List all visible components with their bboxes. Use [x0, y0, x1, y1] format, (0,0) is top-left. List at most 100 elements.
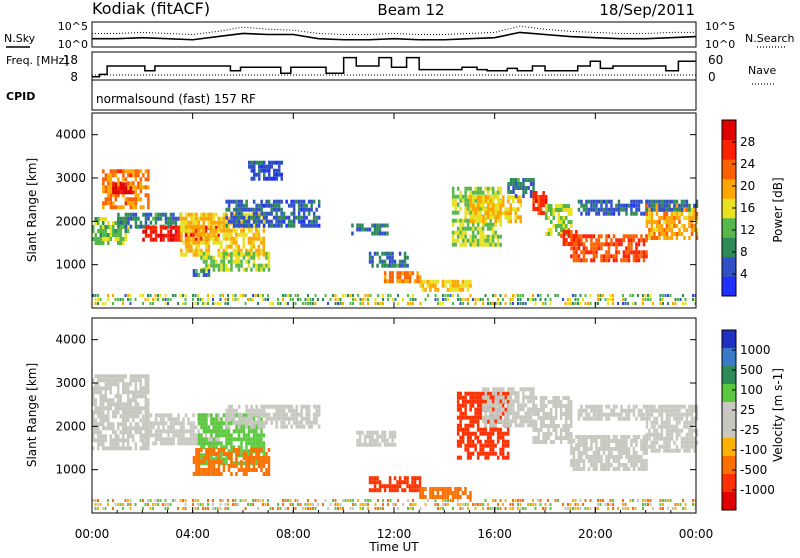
velocity-cell: [117, 442, 120, 446]
power-cell: [157, 217, 160, 221]
power-cell: [147, 213, 150, 217]
power-cell: [535, 191, 538, 195]
power-cell: [283, 216, 286, 220]
power-cell: [477, 207, 480, 211]
power-cell: [633, 200, 636, 204]
power-cell: [545, 199, 548, 203]
power-cell: [678, 208, 681, 212]
velocity-cell: [462, 428, 465, 432]
velocity-cell: [223, 413, 226, 417]
velocity-cell: [283, 425, 286, 429]
velocity-cell: [147, 374, 150, 378]
velocity-cell: [248, 433, 251, 437]
velocity-cell: [140, 446, 143, 450]
power-ground-cell: [157, 294, 159, 297]
power-ground-cell: [515, 294, 517, 297]
velocity-cell: [683, 441, 686, 445]
velocity-cell: [140, 434, 143, 438]
velocity-cell: [100, 390, 103, 394]
power-cell: [160, 238, 163, 242]
velocity-cell: [248, 421, 251, 425]
date-label: 18/Sep/2011: [599, 1, 695, 19]
velocity-cell: [225, 457, 228, 461]
velocity-ground-cell: [352, 507, 354, 510]
velocity-cell: [497, 456, 500, 460]
velocity-cell: [490, 423, 493, 427]
power-cell: [155, 234, 158, 238]
power-cell: [308, 208, 311, 212]
power-cell: [142, 185, 145, 189]
power-cell: [225, 252, 228, 256]
velocity-cell: [147, 386, 150, 390]
power-cell: [140, 225, 143, 229]
power-ground-cell: [202, 302, 204, 305]
velocity-cell: [240, 468, 243, 472]
power-cell: [255, 204, 258, 208]
velocity-ground-cell: [167, 507, 169, 510]
power-cell: [565, 204, 568, 208]
velocity-cell: [122, 386, 125, 390]
velocity-cell: [658, 445, 661, 449]
velocity-cell: [100, 406, 103, 410]
velocity-cell: [97, 410, 100, 414]
velocity-cell: [432, 487, 435, 491]
velocity-cell: [688, 433, 691, 437]
velocity-cell: [127, 438, 130, 442]
velocity-cell: [245, 405, 248, 409]
velocity-cell: [668, 413, 671, 417]
power-ground-cell: [242, 294, 244, 297]
power-cell: [102, 229, 105, 233]
power-cell: [593, 258, 596, 262]
velocity-cell: [122, 446, 125, 450]
velocity-cell: [240, 413, 243, 417]
velocity-cell: [442, 491, 445, 495]
power-ground-cell: [157, 298, 159, 301]
velocity-cell: [255, 433, 258, 437]
power-cell: [253, 264, 256, 268]
velocity-cell: [499, 436, 502, 440]
velocity-cell: [666, 429, 669, 433]
power-ground-cell: [597, 294, 599, 297]
power-cell: [248, 229, 251, 233]
velocity-ground-cell: [115, 503, 117, 506]
power-cell: [263, 237, 266, 241]
velocity-cell: [676, 413, 679, 417]
power-cell: [578, 254, 581, 258]
velocity-ground-cell: [307, 503, 309, 506]
velocity-cell: [618, 417, 621, 421]
velocity-cell: [147, 429, 150, 433]
velocity-cell: [691, 421, 694, 425]
power-cell: [130, 225, 133, 229]
power-cell: [573, 238, 576, 242]
velocity-cell: [107, 446, 110, 450]
power-cell: [464, 284, 467, 288]
velocity-cell: [671, 437, 674, 441]
velocity-cell: [462, 436, 465, 440]
velocity-cell: [613, 459, 616, 463]
velocity-cell: [245, 468, 248, 472]
velocity-cell: [497, 440, 500, 444]
velocity-cell: [686, 441, 689, 445]
velocity-cell: [583, 435, 586, 439]
power-cell: [105, 197, 108, 201]
power-cell: [210, 260, 213, 264]
velocity-cell: [127, 426, 130, 430]
power-cell: [565, 230, 568, 234]
power-cell: [125, 229, 128, 233]
velocity-cell: [406, 476, 409, 480]
velocity-cell: [585, 435, 588, 439]
velocity-cell: [240, 417, 243, 421]
power-cell: [681, 224, 684, 228]
power-cell: [188, 237, 191, 241]
power-ground-cell: [662, 298, 664, 301]
power-cell: [188, 241, 191, 245]
velocity-cell: [205, 441, 208, 445]
velocity-cell: [515, 395, 518, 399]
power-ground-cell: [612, 302, 614, 305]
velocity-cell: [127, 406, 130, 410]
velocity-cell: [557, 424, 560, 428]
velocity-cell: [547, 416, 550, 420]
power-cell: [233, 249, 236, 253]
power-cell: [693, 208, 696, 212]
velocity-cell: [477, 456, 480, 460]
